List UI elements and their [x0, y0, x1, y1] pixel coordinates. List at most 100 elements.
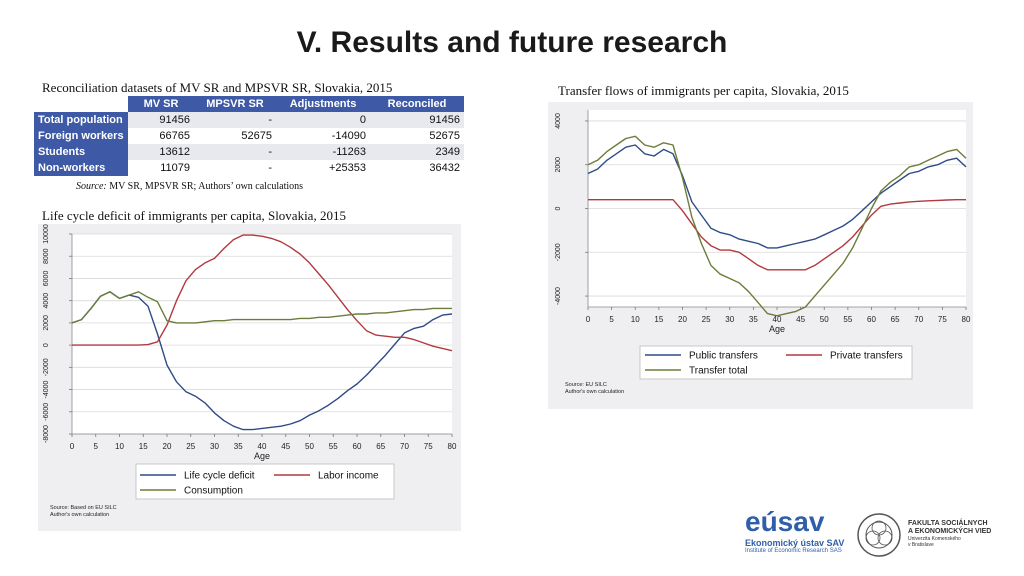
table-title: Reconciliation datasets of MV SR and MPS… [42, 80, 393, 95]
lcd-chart: -8000-6000-4000-200002000400060008000100… [43, 224, 457, 518]
fsev-seal-icon [856, 512, 902, 558]
row-label: Foreign workers [34, 128, 128, 144]
y-tick-label: 2000 [555, 157, 562, 173]
x-tick-label: 20 [163, 442, 172, 451]
legend-entry: Consumption [184, 486, 243, 497]
x-tick-label: 50 [305, 442, 314, 451]
series-line-private-transfers [588, 198, 966, 271]
tf-chart-panel: -4000 -2000 0 2000 4000 0 5 10 15 20 25 30 35 40 45 50 5… [548, 102, 973, 409]
fsev-line1: FAKULTA SOCIÁLNYCH [908, 520, 988, 527]
fsev-line3: Univerzita Komenského [908, 536, 961, 542]
y-tick-label: -4000 [43, 380, 50, 398]
table-cell: 11079 [160, 162, 190, 174]
x-tick-label: 55 [329, 442, 338, 451]
table-row: Students 13612 - -11263 2349 [34, 144, 464, 160]
tf-chart: -4000 -2000 0 2000 4000 0 5 10 15 20 25 30 35 40 45 50 5… [555, 110, 971, 395]
x-tick-label: 25 [186, 442, 195, 451]
x-tick-label: 75 [938, 315, 947, 324]
x-tick-label: 65 [376, 442, 385, 451]
legend-box [135, 463, 395, 500]
x-tick-label: 40 [258, 442, 267, 451]
table-cell: 0 [276, 112, 370, 128]
x-axis-label: Age [769, 324, 785, 334]
table-row: Total population 91456 - 0 91456 [34, 112, 464, 128]
x-tick-label: 25 [702, 315, 711, 324]
x-tick-label: 50 [820, 315, 829, 324]
series-line-consumption [71, 291, 452, 324]
table-cell: 91456 [128, 112, 194, 128]
esav-line1: Ekonomický ústav SAV [745, 538, 845, 548]
source-label: Source: [76, 181, 107, 192]
y-tick-label: 8000 [43, 248, 50, 264]
series-line-public-transfers [587, 144, 967, 249]
esav-logo: eúsav Ekonomický ústav SAV Institute of … [745, 506, 845, 555]
x-tick-label: 60 [353, 442, 362, 451]
x-tick-label: 65 [891, 315, 900, 324]
fsev-logo: FAKULTA SOCIÁLNYCH A EKONOMICKÝCH VIED U… [908, 520, 991, 548]
table-cell: 66765 [159, 130, 190, 142]
series-line-transfer-total [587, 135, 967, 317]
table-cell: -14090 [331, 130, 366, 142]
y-tick-label: 4000 [43, 293, 50, 309]
legend-entry: Public transfers [689, 351, 758, 362]
fsev-line4: v Bratislave [908, 542, 934, 548]
x-tick-label: 0 [70, 442, 75, 451]
table-header-cell: MPSVR SR [194, 96, 276, 112]
x-tick-label: 5 [94, 442, 99, 451]
table-cell: 52675 [241, 130, 272, 142]
x-tick-label: 80 [448, 442, 457, 451]
esav-line2: Institute of Economic Research SAS [745, 548, 842, 554]
slide-title: V. Results and future research [296, 26, 728, 59]
reconciliation-table: MV SR MPSVR SR Adjustments Reconciled To… [34, 96, 464, 176]
y-tick-label: 6000 [43, 271, 50, 287]
table-cell: 13612 [128, 144, 194, 160]
y-tick-label: -6000 [43, 403, 50, 421]
table-cell: - [268, 162, 272, 174]
source-text: MV SR, MPSVR SR; Authors’ own calculatio… [106, 181, 304, 192]
x-tick-label: 35 [234, 442, 243, 451]
legend-entry: Labor income [318, 471, 379, 482]
table-cell: - [194, 144, 276, 160]
x-tick-label: 30 [725, 315, 734, 324]
table-cell: 36432 [429, 162, 460, 174]
table-cell: +25353 [328, 162, 366, 174]
fsev-line2: A EKONOMICKÝCH VIED [908, 528, 992, 535]
y-tick-label: 2000 [43, 315, 50, 331]
chart-source-note: Source: Based on EU SILC [50, 505, 117, 511]
table-source: Source: MV SR, MPSVR SR; Authors’ own ca… [76, 181, 303, 192]
table-header-cell: Adjustments [276, 96, 370, 112]
x-tick-label: 60 [867, 315, 876, 324]
x-tick-label: 5 [609, 315, 614, 324]
row-label: Students [34, 144, 128, 160]
x-tick-label: 75 [424, 442, 433, 451]
x-tick-label: 70 [914, 315, 923, 324]
tf-chart-title: Transfer flows of immigrants per capita,… [558, 83, 849, 98]
y-tick-label: 0 [555, 206, 562, 210]
y-tick-label: -2000 [555, 243, 562, 261]
y-tick-label: -4000 [555, 287, 562, 305]
legend-entry: Private transfers [830, 351, 903, 362]
table-cell: 52675 [429, 130, 460, 142]
row-label: Total population [34, 112, 128, 128]
esav-wordmark: eúsav [745, 506, 825, 537]
table-row: Non-workers 11079 - +25353 36432 [34, 160, 464, 176]
table-cell: 2349 [370, 144, 464, 160]
x-tick-label: 80 [962, 315, 971, 324]
x-tick-label: 15 [654, 315, 663, 324]
table-corner [34, 96, 128, 112]
legend-entry: Life cycle deficit [184, 471, 255, 482]
chart-source-note: Author's own calculation [50, 512, 109, 518]
table-cell: - [194, 112, 276, 128]
legend-box [639, 345, 913, 380]
x-tick-label: 20 [678, 315, 687, 324]
table-cell: -11263 [276, 144, 370, 160]
x-tick-label: 55 [843, 315, 852, 324]
lcd-chart-panel: -8000 -6000 -4000 -2000 0 2000 4000 6000 8000 100… [38, 224, 461, 531]
table-header-cell: MV SR [128, 96, 194, 112]
y-tick-label: 4000 [555, 113, 562, 129]
x-tick-label: 10 [631, 315, 640, 324]
y-tick-label: 10000 [43, 224, 50, 244]
row-label: Non-workers [34, 160, 128, 176]
series-line-labor-income [72, 234, 453, 352]
table-row: Foreign workers 66765 52675 -14090 52675 [34, 128, 464, 144]
